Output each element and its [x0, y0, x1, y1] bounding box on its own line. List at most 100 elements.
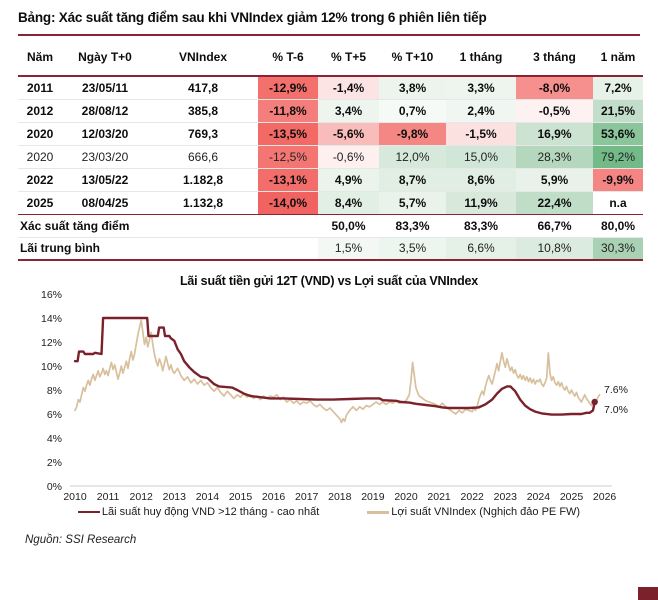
table-cell: 21,5%: [593, 98, 643, 122]
y-tick-label: 6%: [47, 409, 62, 421]
summary-cell: 83,3%: [446, 213, 516, 237]
table-cell: 12/03/20: [62, 121, 148, 145]
x-tick-label: 2015: [229, 491, 253, 503]
table-cell: 8,6%: [446, 167, 516, 191]
x-tick-label: 2025: [560, 491, 584, 503]
y-tick-label: 12%: [41, 337, 62, 349]
column-header: % T-6: [258, 36, 318, 77]
table-cell: 4,9%: [318, 167, 379, 191]
x-tick-label: 2016: [262, 491, 286, 503]
x-tick-label: 2019: [361, 491, 385, 503]
column-header: % T+5: [318, 36, 379, 77]
table-cell: 53,6%: [593, 121, 643, 145]
y-tick-label: 16%: [41, 290, 62, 301]
y-tick-label: 2%: [47, 457, 62, 469]
table-row: 2022 13/05/22 1.182,8 -13,1% 4,9% 8,7% 8,6% 5,9…: [18, 167, 643, 191]
table-cell: 1.182,8: [148, 167, 258, 191]
table-cell: 22,4%: [516, 190, 593, 214]
table-cell: 23/03/20: [62, 144, 148, 168]
table-cell: 8,7%: [379, 167, 446, 191]
end-value-label: 7.6%: [604, 384, 628, 396]
summary-cell: 10,8%: [516, 236, 593, 260]
table-cell: -13,1%: [258, 167, 318, 191]
column-header: Ngày T+0: [62, 36, 148, 77]
table-cell: -8,0%: [516, 76, 593, 99]
chart-section: Lãi suất tiền gửi 12T (VND) vs Lợi suất …: [0, 274, 658, 518]
table-cell: 3,3%: [446, 76, 516, 99]
table-cell: -11,8%: [258, 98, 318, 122]
table-cell: 2022: [18, 167, 62, 191]
deposit-rate-line-swatch: [77, 510, 100, 514]
y-tick-label: 0%: [47, 481, 62, 493]
summary-cell: 80,0%: [593, 213, 643, 237]
table-row: 2020 23/03/20 666,6 -12,5% -0,6% 12,0% 15,0% 28…: [18, 144, 643, 168]
column-header: 3 tháng: [516, 36, 593, 77]
table-cell: 417,8: [187, 80, 219, 95]
table-cell: 15,0%: [446, 144, 516, 168]
table-cell: 2020: [18, 121, 62, 145]
summary-cell: 1,5%: [318, 236, 379, 260]
table-cell: 5,9%: [516, 167, 593, 191]
source-note: Nguồn: SSI Research: [25, 534, 137, 546]
x-tick-label: 2018: [328, 491, 352, 503]
title-divider: [18, 34, 640, 36]
probability-table: Năm Ngày T+0 VNIndex% T-6% T+5% T+10 1 thán…: [18, 36, 643, 261]
x-tick-label: 2014: [196, 491, 220, 503]
x-tick-label: 2013: [163, 491, 187, 503]
x-tick-label: 2010: [63, 491, 87, 503]
summary-cell: 3,5%: [379, 236, 446, 260]
summary-label: Xác suất tăng điểm: [18, 213, 318, 237]
table-cell: 769,3: [148, 121, 258, 145]
table-cell: 2020: [18, 144, 62, 168]
legend-label-vnindex-yield: Lợi suất VNIndex (Nghịch đảo PE FW): [391, 506, 581, 518]
column-header: 1 năm: [593, 36, 643, 77]
table-cell: 13/05/22: [62, 167, 148, 191]
brand-corner-square: [638, 587, 658, 600]
table-row: 2025 08/04/25 1.132,8 -14,0% 8,4% 5,7% 11,9% 22…: [18, 190, 643, 214]
x-tick-label: 2017: [295, 491, 319, 503]
table-cell: 08/04/25: [62, 190, 148, 214]
vnindex-yield-line: [74, 319, 601, 424]
page-title: Bảng: Xác suất tăng điểm sau khi VNIndex…: [18, 10, 487, 25]
chart-title: Lãi suất tiền gửi 12T (VND) vs Lợi suất …: [179, 274, 479, 288]
table-body: 2011 23/05/11 417,8 -12,9% -1,4% 3,8% 3,3% -8,0…: [18, 76, 643, 260]
summary-cell: 83,3%: [379, 213, 446, 237]
chart-canvas: 16% 14% 12% 10% 8% 6% 4% 2% 0%2010 2011 2012 2013 20…: [41, 290, 628, 503]
x-tick-label: 2024: [527, 491, 551, 503]
summary-cell: 66,7%: [516, 213, 593, 237]
table-cell: 28/08/12: [62, 98, 148, 122]
vnindex-yield-line-swatch: [367, 510, 390, 514]
summary-cell: 50,0%: [318, 213, 379, 237]
table-cell: -9,9%: [593, 167, 643, 191]
table-cell: 0,7%: [379, 98, 446, 122]
table-cell: -14,0%: [258, 190, 318, 214]
table-cell: -0,6%: [318, 144, 379, 168]
table-cell: 23/05/11: [81, 80, 129, 95]
summary-cell: 6,6%: [446, 236, 516, 260]
table-cell: -13,5%: [258, 121, 318, 145]
table-cell: 7,2%: [593, 76, 643, 99]
x-tick-label: 2020: [394, 491, 418, 503]
chart-legend: Lãi suất huy động VND >12 tháng - cao nh…: [0, 506, 658, 518]
table-cell: 3,4%: [318, 98, 379, 122]
x-tick-label: 2012: [130, 491, 154, 503]
x-tick-label: 2026: [593, 491, 617, 503]
table-cell: 2011: [26, 80, 54, 95]
table-cell: -0,5%: [516, 98, 593, 122]
table-cell: -1,5%: [446, 121, 516, 145]
table-cell: 12,0%: [379, 144, 446, 168]
table-cell: 1.132,8: [148, 190, 258, 214]
table-cell: -12,9%: [258, 76, 318, 99]
table-cell: 28,3%: [516, 144, 593, 168]
table-cell: -12,5%: [258, 144, 318, 168]
table-row: 2020 12/03/20 769,3 -13,5% -5,6% -9,8% -1,5% 16…: [18, 121, 643, 145]
column-header: % T+10: [379, 36, 446, 77]
table-row: 2011 23/05/11 417,8 -12,9% -1,4% 3,8% 3,3% -8,0…: [18, 76, 643, 99]
table-cell: 666,6: [148, 144, 258, 168]
table-cell: 16,9%: [516, 121, 593, 145]
y-tick-label: 8%: [47, 385, 62, 397]
line-end-dot: [591, 398, 598, 406]
table-cell: 2,4%: [446, 98, 516, 122]
table-cell: 385,8: [148, 98, 258, 122]
